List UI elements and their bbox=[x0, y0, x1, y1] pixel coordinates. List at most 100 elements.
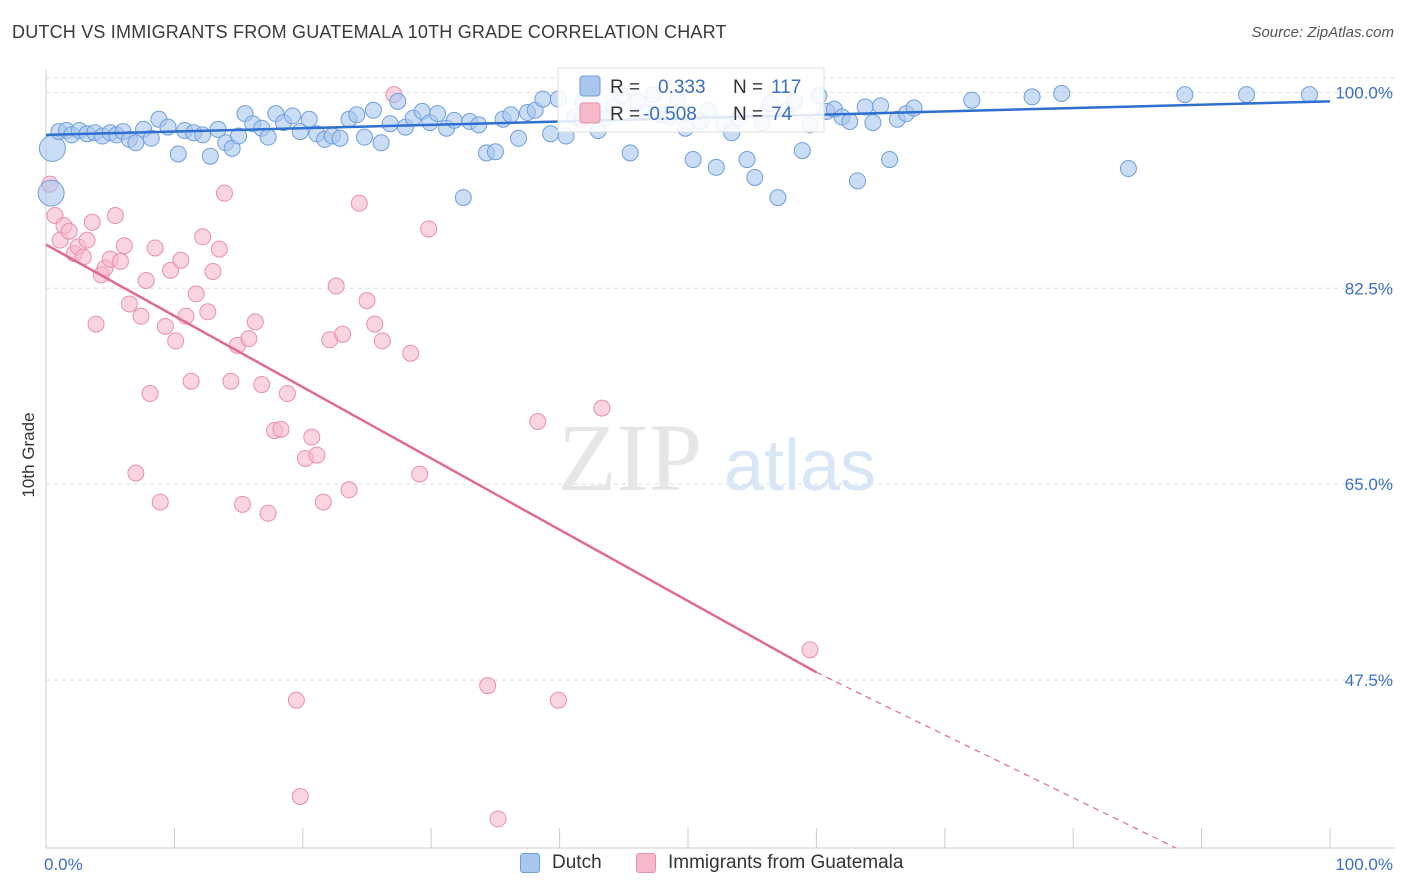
guatemala-point bbox=[106, 207, 124, 225]
guatemala-point bbox=[141, 385, 159, 403]
legend-swatch-dutch bbox=[579, 75, 601, 97]
guatemala-point bbox=[83, 213, 101, 231]
y-tick-label: 82.5% bbox=[1345, 279, 1393, 298]
dutch-point bbox=[707, 158, 725, 176]
guatemala-point bbox=[127, 464, 145, 482]
guatemala-point bbox=[233, 495, 251, 513]
dutch-point bbox=[769, 189, 787, 207]
dutch-point bbox=[127, 134, 145, 152]
guatemala-point bbox=[287, 691, 305, 709]
guatemala-point bbox=[210, 240, 228, 258]
guatemala-point bbox=[259, 504, 277, 522]
guatemala-point bbox=[120, 295, 138, 313]
dutch-point bbox=[881, 151, 899, 169]
dutch-point bbox=[355, 128, 373, 146]
guatemala-point bbox=[146, 239, 164, 257]
guatemala-point bbox=[314, 493, 332, 511]
y-tick-label: 47.5% bbox=[1345, 671, 1393, 690]
dutch-point bbox=[259, 128, 277, 146]
guatemala-point bbox=[272, 420, 290, 438]
legend-r-value-guatemala: -0.508 bbox=[643, 104, 697, 125]
guatemala-point bbox=[801, 641, 819, 659]
axes bbox=[45, 70, 1395, 849]
guatemala-point bbox=[529, 412, 547, 430]
dutch-point bbox=[348, 106, 366, 124]
guatemala-point bbox=[199, 303, 217, 321]
guatemala-swatch bbox=[636, 853, 656, 873]
dutch-point bbox=[738, 151, 756, 169]
dutch-point bbox=[746, 168, 764, 186]
guatemala-point bbox=[215, 184, 233, 202]
chart-title: DUTCH VS IMMIGRANTS FROM GUATEMALA 10TH … bbox=[12, 22, 727, 42]
dutch-point bbox=[230, 127, 248, 145]
guatemala-point bbox=[187, 285, 205, 303]
dutch-point bbox=[621, 144, 639, 162]
dutch-point bbox=[169, 145, 187, 163]
correlation-legend: R = 0.333 N = 117 R = -0.508 N = 74 bbox=[557, 67, 825, 133]
dutch-point bbox=[381, 115, 399, 133]
dutch-point bbox=[864, 114, 882, 132]
dutch-point bbox=[194, 126, 212, 144]
legend-r-value-dutch: 0.333 bbox=[658, 77, 706, 98]
y-tick-label: 100.0% bbox=[1335, 83, 1393, 102]
guatemala-point bbox=[334, 325, 352, 343]
y-tick-labels: 47.5% 65.0% 82.5% 100.0% bbox=[1335, 83, 1393, 690]
guatemala-point bbox=[366, 315, 384, 333]
dutch-point bbox=[848, 172, 866, 190]
guatemala-point bbox=[172, 251, 190, 269]
dutch-point bbox=[510, 129, 528, 147]
guatemala-point bbox=[246, 313, 264, 331]
guatemala-point bbox=[489, 810, 507, 828]
guatemala-point bbox=[340, 481, 358, 499]
guatemala-point bbox=[549, 691, 567, 709]
guatemala-point bbox=[182, 372, 200, 390]
guatemala-point bbox=[60, 222, 78, 240]
source-label: Source: ZipAtlas.com bbox=[1251, 24, 1394, 41]
dutch-point bbox=[793, 142, 811, 160]
guatemala-point bbox=[151, 493, 169, 511]
dutch-point bbox=[486, 143, 504, 161]
guatemala-point bbox=[479, 677, 497, 695]
guatemala-point bbox=[420, 220, 438, 238]
guatemala-point bbox=[593, 399, 611, 417]
guatemala-legend-label: Immigrants from Guatemala bbox=[668, 852, 904, 873]
guatemala-point bbox=[156, 317, 174, 335]
guatemala-point bbox=[303, 428, 321, 446]
dutch-point bbox=[37, 179, 65, 207]
bottom-legend: Dutch Immigrants from Guatemala bbox=[0, 852, 1406, 878]
dutch-point bbox=[872, 97, 890, 115]
legend-n-value-guatemala: 74 bbox=[771, 104, 793, 125]
legend-r-label-dutch: R = bbox=[610, 77, 640, 98]
dutch-point bbox=[684, 151, 702, 169]
guatemala-point bbox=[194, 228, 212, 246]
guatemala-point bbox=[308, 446, 326, 464]
dutch-point bbox=[1238, 86, 1256, 104]
watermark: ZIP atlas bbox=[558, 404, 876, 511]
dutch-point bbox=[372, 134, 390, 152]
guatemala-point bbox=[162, 261, 180, 279]
dutch-point bbox=[963, 91, 981, 109]
legend-r-label-guatemala: R = bbox=[610, 104, 640, 125]
guatemala-point bbox=[167, 332, 185, 350]
watermark-zip: ZIP bbox=[558, 404, 702, 511]
guatemala-point bbox=[87, 315, 105, 333]
x-tick-label-min: 0.0% bbox=[44, 855, 83, 874]
dutch-point bbox=[284, 107, 302, 125]
guatemala-trend-line bbox=[45, 243, 818, 674]
dutch-point bbox=[389, 92, 407, 110]
bottom-legend-guatemala: Immigrants from Guatemala bbox=[636, 852, 903, 874]
y-tick-label: 65.0% bbox=[1345, 475, 1393, 494]
guatemala-point bbox=[278, 385, 296, 403]
guatemala-point bbox=[358, 292, 376, 310]
bottom-legend-dutch: Dutch bbox=[520, 852, 602, 874]
dutch-point bbox=[1023, 88, 1041, 106]
dutch-point bbox=[454, 189, 472, 207]
dutch-point bbox=[1176, 86, 1194, 104]
legend-box bbox=[557, 67, 825, 133]
dutch-point bbox=[1119, 160, 1137, 178]
watermark-atlas: atlas bbox=[724, 426, 876, 506]
guatemala-point bbox=[115, 237, 133, 255]
guatemala-point bbox=[373, 332, 391, 350]
y-axis-title: 10th Grade bbox=[19, 412, 38, 497]
dutch-legend-label: Dutch bbox=[552, 852, 602, 873]
